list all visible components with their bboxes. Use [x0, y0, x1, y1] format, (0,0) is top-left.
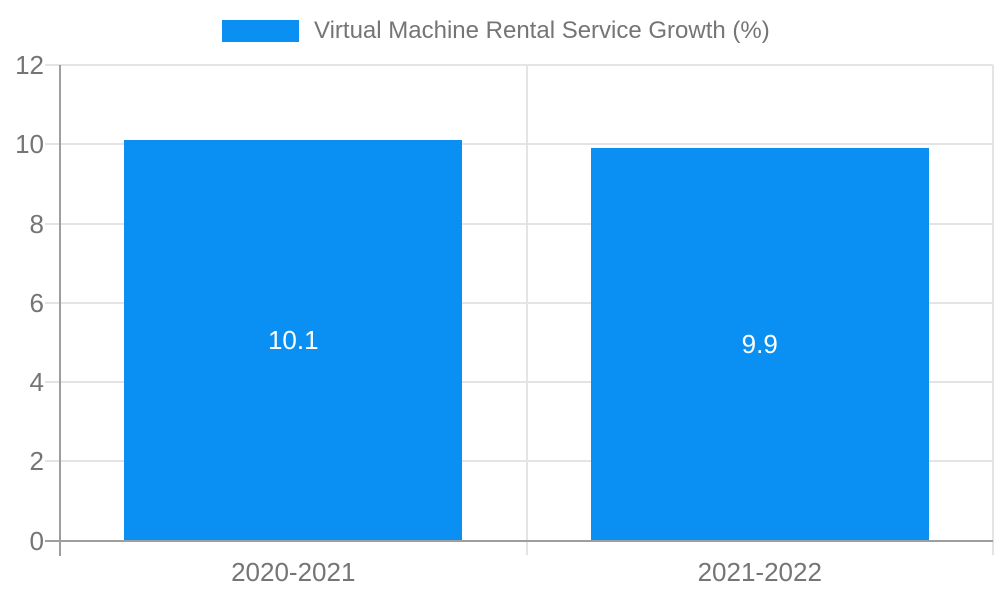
legend-swatch — [222, 20, 299, 42]
y-axis-line — [59, 65, 61, 556]
y-axis-label: 0 — [29, 525, 44, 556]
y-axis-label: 10 — [15, 129, 44, 160]
y-axis-label: 2 — [29, 446, 44, 477]
y-axis-label: 4 — [29, 367, 44, 397]
legend: Virtual Machine Rental Service Growth (%… — [0, 0, 1000, 56]
x-axis-label: 2021-2022 — [697, 557, 822, 587]
y-tick — [45, 64, 60, 66]
bar-value-label: 10.1 — [267, 325, 319, 356]
y-tick — [45, 381, 60, 383]
bar-value-label: 9.9 — [741, 329, 778, 360]
bar — [124, 140, 463, 541]
bar — [590, 148, 929, 541]
y-tick — [45, 222, 60, 225]
y-tick — [45, 301, 60, 304]
y-axis-label: 8 — [29, 208, 44, 239]
y-tick — [45, 539, 60, 542]
y-tick — [45, 460, 60, 463]
y-tick — [45, 143, 60, 146]
y-axis-label: 6 — [29, 287, 44, 318]
gridline — [60, 539, 993, 542]
legend-label: Virtual Machine Rental Service Growth (%… — [314, 17, 770, 44]
category-divider — [992, 65, 994, 555]
y-axis-label: 12 — [15, 50, 44, 80]
category-divider — [525, 65, 528, 555]
x-axis-label: 2020-2021 — [231, 557, 356, 587]
